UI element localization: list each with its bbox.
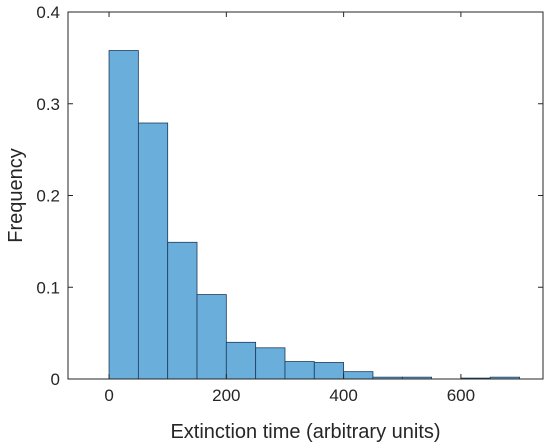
histogram-bar [313,362,345,380]
histogram-bar [108,50,139,380]
x-tick-label: 600 [447,386,475,405]
y-axis-label: Frequency [5,148,27,243]
x-axis-label: Extinction time (arbitrary units) [170,421,440,443]
y-tick-label: 0.4 [36,3,60,22]
y-tick-label: 0.2 [36,187,60,206]
histogram-bar [284,361,315,380]
x-tick-label: 400 [329,386,357,405]
histogram-bar [167,241,198,380]
y-tick-label: 0 [51,370,60,389]
histogram-bar [137,122,169,380]
x-tick-label: 0 [104,386,113,405]
histogram-bar [196,294,227,380]
histogram-bar [343,371,374,380]
y-tick-label: 0.3 [36,95,60,114]
histogram-bars [108,50,520,380]
y-axis-ticks: 0 0.1 0.2 0.3 0.4 [36,3,543,389]
histogram-bar [225,341,257,380]
x-tick-label: 200 [212,386,240,405]
histogram-bar [255,347,286,380]
x-axis-ticks: 0 200 400 600 [104,12,475,405]
y-tick-label: 0.1 [36,278,60,297]
